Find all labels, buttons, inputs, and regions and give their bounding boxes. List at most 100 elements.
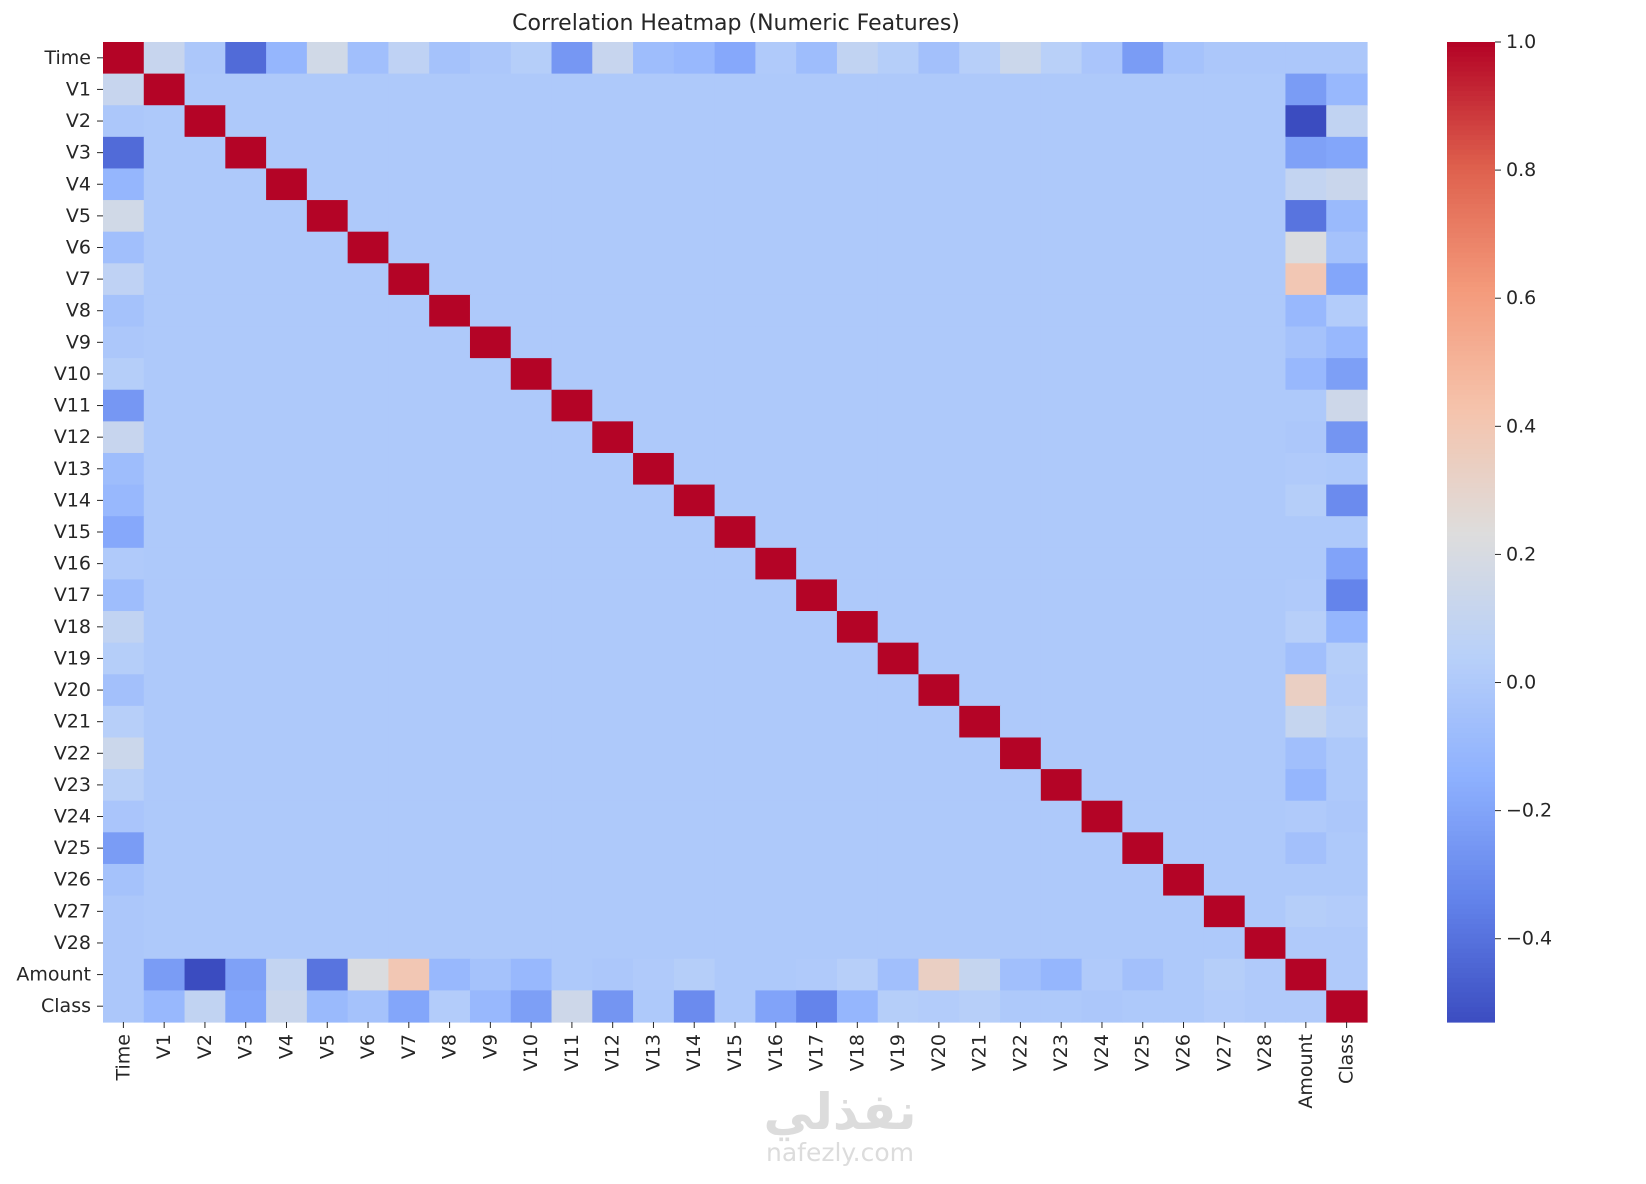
- heatmap-cell-V24-V10: [510, 800, 553, 833]
- heatmap-cell-V18-V26: [1163, 611, 1205, 644]
- heatmap-cell-Time-V12: [592, 42, 634, 75]
- colorbar-segment: [1447, 91, 1495, 97]
- heatmap-cell-V15-V28: [1244, 516, 1287, 549]
- heatmap-cell-V10-Class: [1326, 358, 1368, 391]
- heatmap-cell-V18-V13: [633, 611, 675, 644]
- heatmap-cell-V28-V11: [551, 927, 593, 960]
- colorbar-segment: [1447, 536, 1495, 543]
- colorbar-segment: [1447, 610, 1495, 616]
- heatmap-cell-V24-V4: [266, 800, 308, 833]
- heatmap-cell-V21-V9: [469, 705, 512, 739]
- heatmap-cell-V7-V28: [1244, 263, 1287, 296]
- heatmap-cell-Time-V6: [347, 42, 390, 75]
- heatmap-cell-V12-V12: [592, 421, 634, 454]
- heatmap-cell-V27-V21: [959, 895, 1001, 928]
- heatmap-cell-V8-Time: [103, 294, 145, 328]
- heatmap-cell-V13-Class: [1326, 452, 1368, 486]
- colorbar-segment: [1447, 203, 1495, 210]
- heatmap-cell-V4-V27: [1203, 168, 1246, 201]
- heatmap-cell-V27-V11: [551, 895, 593, 928]
- heatmap-cell-V18-V11: [551, 611, 593, 644]
- heatmap-cell-V24-V27: [1203, 800, 1246, 833]
- heatmap-cell-V14-Time: [103, 484, 145, 517]
- heatmap-cell-V14-V24: [1081, 484, 1123, 517]
- heatmap-cell-V20-V19: [877, 674, 920, 707]
- heatmap-cell-Class-V22: [1000, 990, 1042, 1023]
- heatmap-cell-V26-V9: [469, 863, 512, 897]
- heatmap-cell-V12-V15: [714, 421, 756, 454]
- heatmap-cell-V15-V18: [836, 516, 879, 549]
- heatmap-cell-V19-V20: [918, 642, 960, 675]
- heatmap-cell-V11-V9: [469, 389, 512, 422]
- heatmap-cell-V1-V18: [836, 73, 879, 106]
- heatmap-cell-Class-V8: [429, 990, 471, 1023]
- heatmap-cell-Amount-Class: [1326, 958, 1368, 991]
- heatmap-cell-V25-V16: [755, 832, 797, 865]
- heatmap-cell-Class-V10: [510, 990, 553, 1023]
- heatmap-cell-V10-V18: [836, 358, 879, 391]
- heatmap-cell-V22-V19: [877, 737, 920, 770]
- heatmap-cell-V1-Amount: [1285, 73, 1327, 106]
- y-tick-label-V22: V22: [54, 742, 91, 764]
- colorbar-segment: [1447, 389, 1495, 396]
- heatmap-cell-V14-V15: [714, 484, 756, 517]
- heatmap-cell-V19-V11: [551, 642, 593, 675]
- colorbar-segment: [1447, 683, 1495, 690]
- heatmap-cell-V8-V11: [551, 294, 593, 328]
- heatmap-cell-V19-V27: [1203, 642, 1246, 675]
- colorbar-tick-label: 0.2: [1506, 543, 1536, 565]
- heatmap-cell-V10-Time: [103, 358, 145, 391]
- heatmap-cell-V4-V23: [1040, 168, 1083, 201]
- heatmap-cell-V10-V9: [469, 358, 512, 391]
- colorbar-segment: [1447, 51, 1495, 58]
- colorbar-segment: [1447, 600, 1495, 607]
- heatmap-cell-Time-V17: [796, 42, 838, 75]
- heatmap-cell-V1-V12: [592, 73, 634, 106]
- colorbar-segment: [1447, 581, 1495, 587]
- heatmap-cell-V6-V4: [266, 231, 308, 264]
- heatmap-cell-V26-V1: [143, 863, 186, 897]
- y-axis-labels: Time V1 V2 V3 V4 V5 V6 V7 V8 V9 V10 V11 V12 V13 V14 V15…: [16, 47, 103, 1017]
- heatmap-cell-V24-V20: [918, 800, 960, 833]
- heatmap-cell-V2-Class: [1326, 105, 1368, 138]
- heatmap-cell-V18-Class: [1326, 611, 1368, 644]
- heatmap-cell-Amount-V28: [1244, 958, 1287, 991]
- heatmap-cell-V18-V8: [429, 611, 471, 644]
- heatmap-cell-Class-V18: [836, 990, 879, 1023]
- heatmap-cell-V22-V9: [469, 737, 512, 770]
- y-tick-label-V10: V10: [54, 363, 91, 385]
- heatmap-cell-V16-V15: [714, 547, 756, 581]
- heatmap-cell-V11-V26: [1163, 389, 1205, 422]
- x-tick-label-V23: V23: [1050, 1034, 1072, 1071]
- heatmap-cell-V19-V15: [714, 642, 756, 675]
- heatmap-cell-V2-V5: [306, 105, 349, 138]
- colorbar-segment: [1447, 566, 1495, 572]
- heatmap-cell-V26-V24: [1081, 863, 1123, 897]
- colorbar-segment: [1447, 630, 1495, 636]
- heatmap-cell-V27-V17: [796, 895, 838, 928]
- heatmap-cell-V27-V23: [1040, 895, 1083, 928]
- colorbar-segment: [1447, 732, 1495, 739]
- colorbar-segment: [1447, 679, 1495, 685]
- heatmap-cell-V7-V20: [918, 263, 960, 296]
- colorbar-segment: [1447, 115, 1495, 121]
- heatmap-cell-V25-Amount: [1285, 832, 1327, 865]
- colorbar-segment: [1447, 105, 1495, 112]
- heatmap-cell-V2-V28: [1244, 105, 1287, 138]
- heatmap-cell-V23-V6: [347, 769, 390, 802]
- heatmap-cell-V17-Amount: [1285, 579, 1327, 612]
- heatmap-cell-V10-V2: [184, 358, 226, 391]
- x-tick-label-V16: V16: [765, 1034, 787, 1071]
- colorbar-segment: [1447, 267, 1495, 273]
- heatmap-cell-V13-V26: [1163, 452, 1205, 486]
- chart-title: Correlation Heatmap (Numeric Features): [512, 11, 960, 36]
- x-tick-label-V21: V21: [969, 1034, 991, 1071]
- heatmap-cell-V28-V7: [388, 927, 430, 960]
- colorbar-segment: [1447, 943, 1495, 950]
- heatmap-cell-V15-V24: [1081, 516, 1123, 549]
- heatmap-cell-V11-V12: [592, 389, 634, 422]
- heatmap-cell-V4-V1: [143, 168, 186, 201]
- colorbar-segment: [1447, 179, 1495, 185]
- heatmap-cell-V20-V28: [1244, 674, 1287, 707]
- heatmap-cell-V22-V3: [225, 737, 267, 770]
